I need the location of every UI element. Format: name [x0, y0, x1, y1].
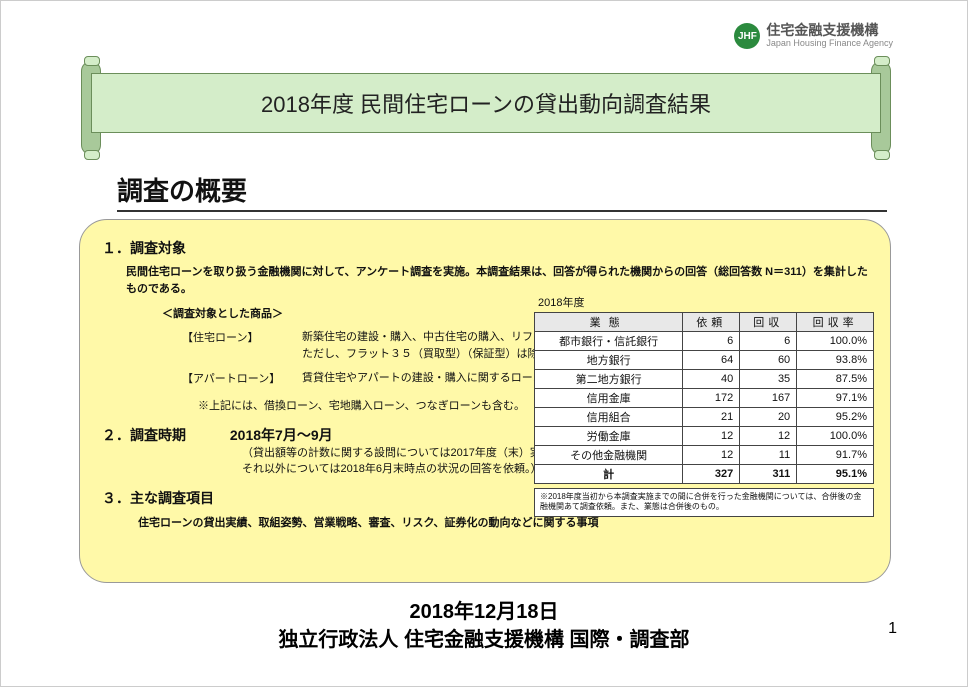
table-row: その他金融機関121191.7%: [535, 446, 874, 465]
table-row: 信用金庫17216797.1%: [535, 389, 874, 408]
cell-requests: 172: [683, 389, 740, 408]
cell-responses: 12: [740, 427, 797, 446]
table-row: 第二地方銀行403587.5%: [535, 370, 874, 389]
cell-category: その他金融機関: [535, 446, 683, 465]
cell-rate: 93.8%: [797, 351, 874, 370]
th-responses: 回収: [740, 313, 797, 332]
logo-badge-icon: JHF: [734, 23, 760, 49]
cell-rate: 87.5%: [797, 370, 874, 389]
table-footnote: ※2018年度当初から本調査実施までの間に合併を行った金融機関については、合併後…: [534, 488, 874, 517]
table-row: 都市銀行・信託銀行66100.0%: [535, 332, 874, 351]
cell-total-rate: 95.1%: [797, 465, 874, 484]
sec2-period: 2018年7月～9月: [230, 427, 333, 443]
table-total-row: 計32731195.1%: [535, 465, 874, 484]
footer: 2018年12月18日 独立行政法人 住宅金融支援機構 国際・調査部: [1, 598, 967, 654]
product-1-label: 【住宅ローン】: [182, 329, 302, 362]
cell-category: 労働金庫: [535, 427, 683, 446]
cell-total-responses: 311: [740, 465, 797, 484]
cell-requests: 64: [683, 351, 740, 370]
cell-total-requests: 327: [683, 465, 740, 484]
product-2-label: 【アパートローン】: [182, 370, 302, 387]
cell-responses: 167: [740, 389, 797, 408]
cell-responses: 11: [740, 446, 797, 465]
overview-box: １．調査対象 民間住宅ローンを取り扱う金融機関に対して、アンケート調査を実施。本…: [79, 219, 891, 583]
sec2-heading: ２．調査時期: [102, 427, 186, 443]
cell-rate: 91.7%: [797, 446, 874, 465]
logo-text: 住宅金融支援機構 Japan Housing Finance Agency: [766, 23, 893, 48]
cell-category: 第二地方銀行: [535, 370, 683, 389]
cell-responses: 20: [740, 408, 797, 427]
table-caption: 2018年度: [538, 294, 874, 310]
cell-requests: 12: [683, 427, 740, 446]
th-rate: 回収率: [797, 313, 874, 332]
cell-category: 地方銀行: [535, 351, 683, 370]
table-row: 労働金庫1212100.0%: [535, 427, 874, 446]
document-title: 2018年度 民間住宅ローンの貸出動向調査結果: [261, 87, 711, 119]
sec1-heading: １．調査対象: [102, 238, 868, 258]
cell-rate: 97.1%: [797, 389, 874, 408]
th-requests: 依頼: [683, 313, 740, 332]
sec1-desc: 民間住宅ローンを取り扱う金融機関に対して、アンケート調査を実施。本調査結果は、回…: [126, 264, 868, 297]
cell-responses: 6: [740, 332, 797, 351]
footer-date: 2018年12月18日: [1, 598, 967, 626]
cell-responses: 35: [740, 370, 797, 389]
cell-total-label: 計: [535, 465, 683, 484]
th-category: 業態: [535, 313, 683, 332]
table-row: 信用組合212095.2%: [535, 408, 874, 427]
cell-requests: 12: [683, 446, 740, 465]
agency-logo: JHF 住宅金融支援機構 Japan Housing Finance Agenc…: [734, 23, 893, 49]
table-header-row: 業態 依頼 回収 回収率: [535, 313, 874, 332]
cell-category: 都市銀行・信託銀行: [535, 332, 683, 351]
cell-category: 信用金庫: [535, 389, 683, 408]
response-table-wrap: 2018年度 業態 依頼 回収 回収率 都市銀行・信託銀行66100.0%地方銀…: [534, 294, 874, 517]
cell-category: 信用組合: [535, 408, 683, 427]
cell-requests: 21: [683, 408, 740, 427]
logo-name-ja: 住宅金融支援機構: [766, 22, 878, 38]
response-table: 業態 依頼 回収 回収率 都市銀行・信託銀行66100.0%地方銀行646093…: [534, 312, 874, 484]
cell-requests: 6: [683, 332, 740, 351]
logo-name-en: Japan Housing Finance Agency: [766, 39, 893, 49]
cell-rate: 100.0%: [797, 427, 874, 446]
cell-rate: 100.0%: [797, 332, 874, 351]
cell-requests: 40: [683, 370, 740, 389]
product-2-value: 賃貸住宅やアパートの建設・購入に関するローン: [302, 370, 543, 387]
cell-rate: 95.2%: [797, 408, 874, 427]
table-row: 地方銀行646093.8%: [535, 351, 874, 370]
title-banner: 2018年度 民間住宅ローンの貸出動向調査結果: [91, 73, 881, 133]
cell-responses: 60: [740, 351, 797, 370]
section-heading: 調査の概要: [117, 171, 887, 212]
page-number: 1: [888, 620, 897, 638]
footer-org: 独立行政法人 住宅金融支援機構 国際・調査部: [1, 626, 967, 654]
